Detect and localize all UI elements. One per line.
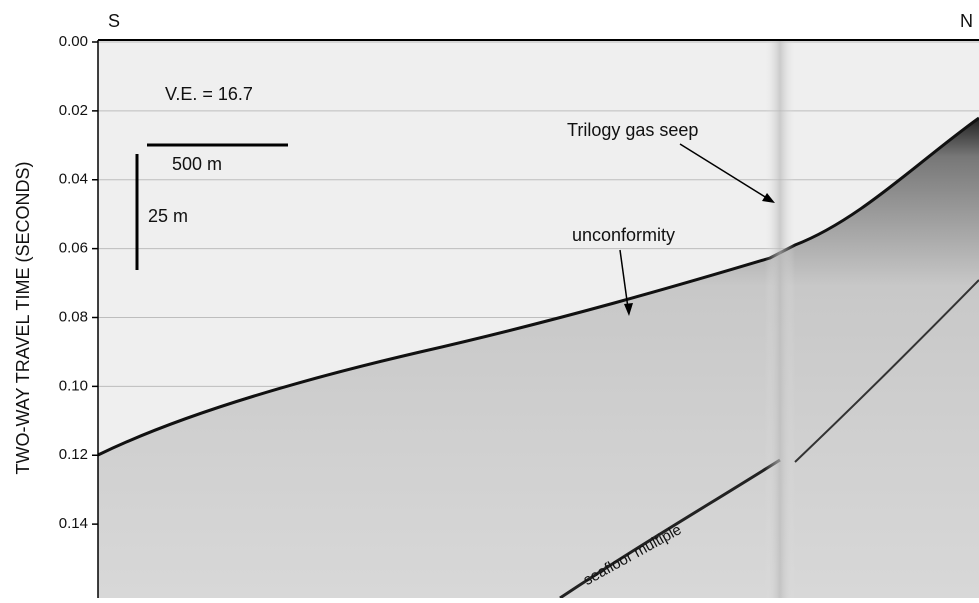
left-label: S [108, 11, 120, 31]
y-tick-label: 0.08 [59, 308, 88, 325]
unconformity-label: unconformity [572, 225, 675, 245]
y-tick-label: 0.12 [59, 446, 88, 463]
y-tick-label: 0.00 [59, 33, 88, 50]
seep-label: Trilogy gas seep [567, 120, 698, 140]
y-axis-label: TWO-WAY TRAVEL TIME (SECONDS) [13, 161, 33, 474]
y-tick-label: 0.04 [59, 171, 88, 188]
h-scale-label: 500 m [172, 154, 222, 174]
ve-label: V.E. = 16.7 [165, 84, 253, 104]
chart: S N TWO-WAY TRAVEL TIME (SECONDS) V.E. =… [0, 0, 979, 598]
v-scale-label: 25 m [148, 206, 188, 226]
gas-seep [765, 40, 795, 598]
y-tick-label: 0.10 [59, 377, 88, 394]
y-tick-label: 0.14 [59, 515, 88, 532]
y-tick-label: 0.06 [59, 240, 88, 257]
right-label: N [960, 11, 973, 31]
y-tick-label: 0.02 [59, 102, 88, 119]
